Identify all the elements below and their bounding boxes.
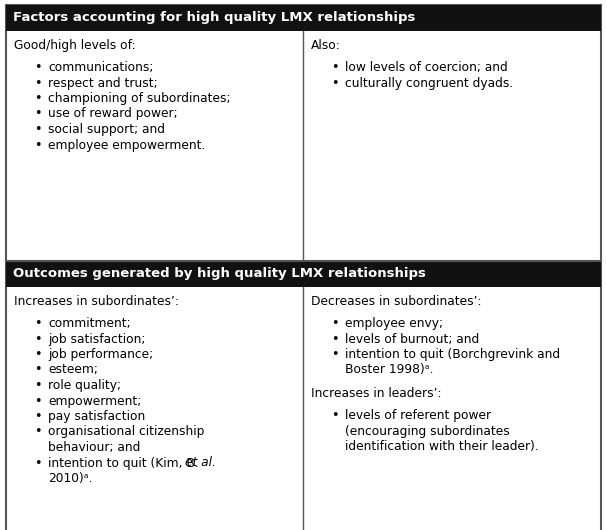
Text: •: • [34,108,41,120]
Text: employee envy;: employee envy; [345,317,443,330]
Text: job performance;: job performance; [48,348,153,361]
Text: •: • [34,364,41,376]
Text: Decreases in subordinates’:: Decreases in subordinates’: [311,295,481,308]
Text: pay satisfaction: pay satisfaction [48,410,145,423]
Text: Factors accounting for high quality LMX relationships: Factors accounting for high quality LMX … [13,12,415,24]
Text: •: • [331,317,339,330]
Text: •: • [34,61,41,74]
Text: empowerment;: empowerment; [48,394,141,408]
Text: •: • [34,76,41,90]
Text: •: • [331,61,339,74]
Text: (encouraging subordinates: (encouraging subordinates [345,425,510,437]
Text: job satisfaction;: job satisfaction; [48,332,145,346]
Text: et al.: et al. [185,456,215,470]
Text: employee empowerment.: employee empowerment. [48,138,205,152]
Text: •: • [34,317,41,330]
Text: Also:: Also: [311,39,341,52]
Text: communications;: communications; [48,61,154,74]
Bar [6,261,601,287]
Text: commitment;: commitment; [48,317,131,330]
Text: use of reward power;: use of reward power; [48,108,178,120]
Text: respect and trust;: respect and trust; [48,76,158,90]
Text: levels of referent power: levels of referent power [345,409,491,422]
Text: •: • [34,138,41,152]
Text: social support; and: social support; and [48,123,165,136]
Text: •: • [34,426,41,438]
Text: •: • [34,456,41,470]
Text: •: • [34,332,41,346]
Text: identification with their leader).: identification with their leader). [345,440,539,453]
Text: Increases in leaders’:: Increases in leaders’: [311,387,441,400]
Text: •: • [331,76,339,90]
Text: low levels of coercion; and: low levels of coercion; and [345,61,507,74]
Text: Boster 1998)ᵃ.: Boster 1998)ᵃ. [345,364,433,376]
Text: role quality;: role quality; [48,379,121,392]
Text: Outcomes generated by high quality LMX relationships: Outcomes generated by high quality LMX r… [13,268,426,280]
Text: organisational citizenship: organisational citizenship [48,426,205,438]
Text: levels of burnout; and: levels of burnout; and [345,332,480,346]
Text: intention to quit (Kim, B.: intention to quit (Kim, B. [48,456,203,470]
Text: •: • [34,379,41,392]
Text: Good/high levels of:: Good/high levels of: [14,39,135,52]
Text: championing of subordinates;: championing of subordinates; [48,92,231,105]
Bar [6,5,601,31]
Text: •: • [34,410,41,423]
Text: Increases in subordinates’:: Increases in subordinates’: [14,295,179,308]
Text: culturally congruent dyads.: culturally congruent dyads. [345,76,514,90]
Text: behaviour; and: behaviour; and [48,441,140,454]
Text: •: • [331,348,339,361]
Text: esteem;: esteem; [48,364,98,376]
Text: intention to quit (Borchgrevink and: intention to quit (Borchgrevink and [345,348,560,361]
Text: •: • [331,332,339,346]
Text: •: • [331,409,339,422]
Text: •: • [34,123,41,136]
Text: •: • [34,92,41,105]
Text: •: • [34,348,41,361]
Text: 2010)ᵃ.: 2010)ᵃ. [48,472,92,485]
Text: •: • [34,394,41,408]
